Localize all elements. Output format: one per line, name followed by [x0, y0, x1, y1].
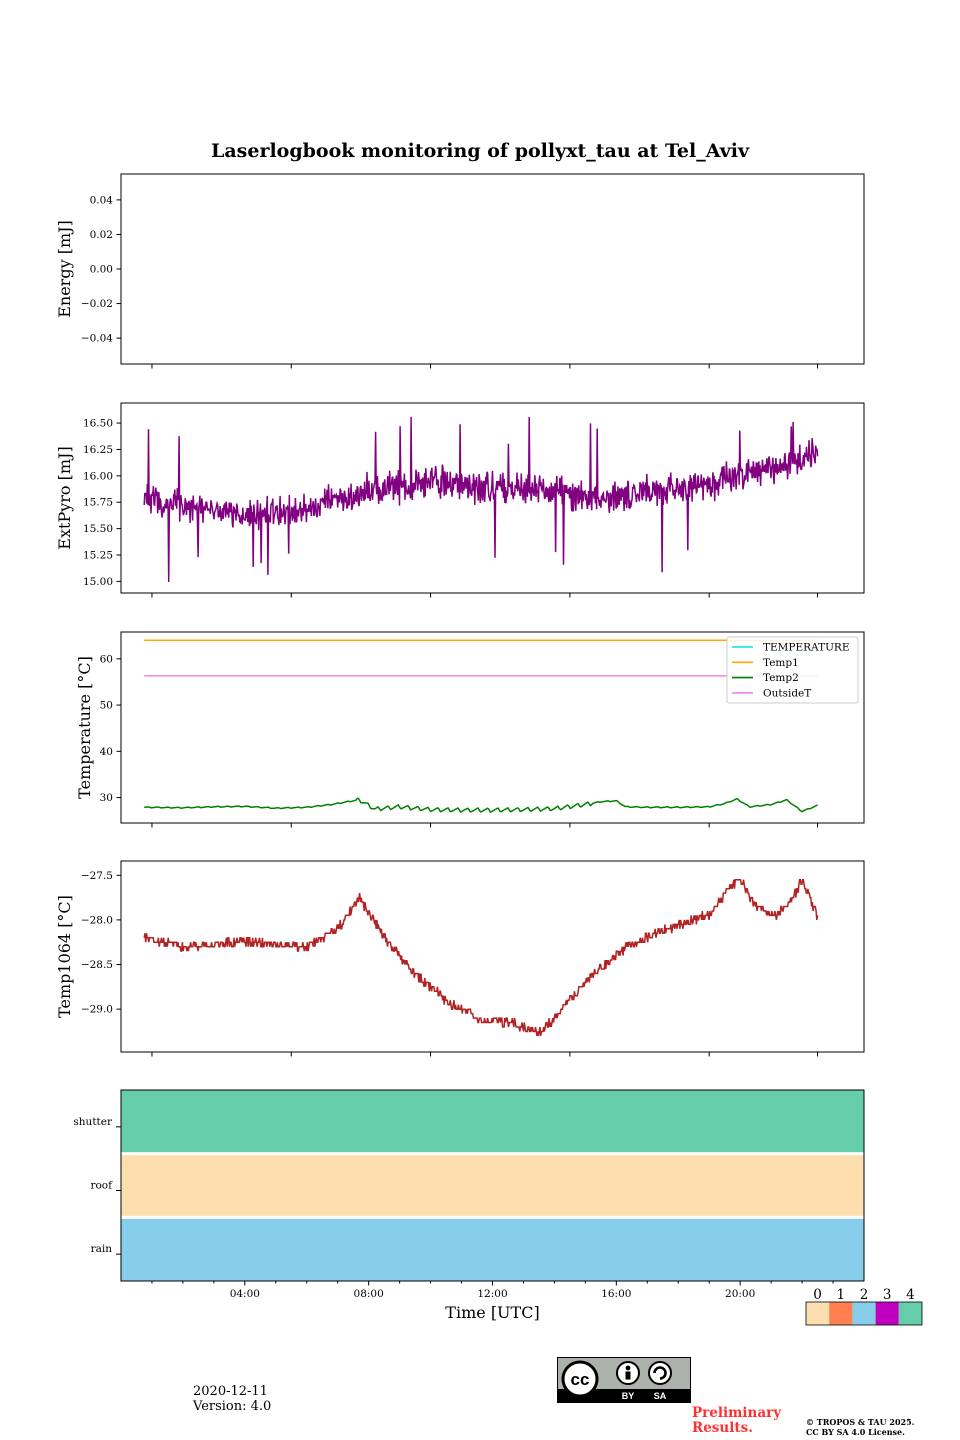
- colorbar-label: 0: [813, 1287, 822, 1303]
- heatmap-row-shutter: [121, 1090, 864, 1153]
- chart-panel-1: 16.50 16.25 16.00 15.75 15.50 15.25 15.00 ExtPy…: [55, 402, 865, 598]
- ytick-label: 60: [100, 653, 113, 665]
- legend-label-temperature: TEMPERATURE: [763, 642, 850, 654]
- ytick-label: 50: [100, 700, 113, 712]
- series-line-0: [143, 416, 819, 583]
- xtick-label: 04:00: [230, 1288, 260, 1300]
- colorbar-swatch-2: [852, 1302, 876, 1325]
- ytick-label: 16.50: [83, 418, 113, 430]
- chart-panel-0: 0.04 0.02 0.00 −0.02 −0.04 Energy [mJ]: [55, 173, 865, 369]
- ytick-label-rain: rain: [91, 1243, 113, 1255]
- y-axis-label: Temp1064 [°C]: [55, 895, 74, 1018]
- y-axis-label: Temperature [°C]: [75, 656, 94, 799]
- ytick-label-roof: roof: [90, 1180, 113, 1192]
- colorbar-swatch-3: [875, 1302, 899, 1325]
- heatmap-row-roof: [121, 1155, 864, 1216]
- ytick-label: 15.25: [83, 550, 113, 562]
- ytick-label: −0.02: [81, 298, 113, 310]
- xtick-label: 12:00: [477, 1288, 507, 1300]
- xtick-label: 08:00: [354, 1288, 384, 1300]
- ytick-label-shutter: shutter: [73, 1116, 113, 1128]
- cc-by-sa-icon: cc BY SA: [557, 1357, 691, 1403]
- legend-label-temp1: Temp1: [763, 657, 799, 669]
- colorbar-swatch-1: [829, 1302, 853, 1325]
- colorbar-swatch-4: [898, 1302, 922, 1325]
- colorbar-label: 3: [883, 1287, 892, 1303]
- chart-panel-4: shutter roof rain 04:00 08:00 12:00 16:00 20:00…: [73, 1089, 923, 1326]
- ytick-label: 16.00: [83, 470, 113, 482]
- xtick-label: 16:00: [601, 1288, 631, 1300]
- y-axis-label: Energy [mJ]: [55, 220, 74, 318]
- copyright-line2: CC BY SA 4.0 License.: [806, 1427, 905, 1437]
- ytick-label: 15.50: [83, 523, 113, 535]
- colorbar-frame: [805, 1301, 923, 1326]
- heatmap-row-rain: [121, 1218, 864, 1281]
- copyright-notice: © TROPOS & TAU 2025. CC BY SA 4.0 Licens…: [806, 1417, 956, 1437]
- preliminary-line2: Results.: [692, 1420, 753, 1436]
- axes-frame: [120, 402, 865, 594]
- colorbar-label: 2: [860, 1287, 869, 1303]
- ytick-label: 16.25: [83, 444, 113, 456]
- xtick-label: 20:00: [725, 1288, 755, 1300]
- legend-box: [726, 636, 859, 704]
- axes-frame: [120, 631, 865, 824]
- legend-label-outsidet: OutsideT: [763, 687, 811, 699]
- ytick-label: −0.04: [81, 333, 113, 345]
- version-label: Version: 4.0: [193, 1399, 272, 1414]
- colorbar-label: 4: [906, 1287, 915, 1303]
- ytick-label: 0.04: [90, 194, 114, 206]
- copyright-line1: © TROPOS & TAU 2025.: [806, 1417, 915, 1427]
- ytick-label: −27.5: [81, 870, 113, 882]
- x-axis-label: Time [UTC]: [445, 1303, 539, 1322]
- axes-frame: [120, 860, 865, 1053]
- ytick-label: 40: [100, 746, 113, 758]
- chart-panel-2: 60 50 40 30 Temperature [°C] TEMPERATURE Temp1…: [75, 631, 865, 828]
- preliminary-line1: Preliminary: [692, 1405, 782, 1421]
- preliminary-notice: Preliminary Results.: [692, 1406, 802, 1436]
- colorbar-swatch-0: [806, 1302, 830, 1325]
- y-axis-label: ExtPyro [mJ]: [55, 446, 74, 549]
- colorbar-label: 1: [837, 1287, 846, 1303]
- ytick-label: −29.0: [81, 1004, 113, 1016]
- svg-text:SA: SA: [654, 1391, 667, 1401]
- svg-text:BY: BY: [622, 1391, 635, 1401]
- axes-frame: [120, 173, 865, 365]
- series-line-temp2: [144, 797, 818, 814]
- legend-label-temp2: Temp2: [763, 672, 799, 684]
- ytick-label: 0.00: [90, 264, 113, 276]
- ytick-label: 15.00: [83, 576, 113, 588]
- date-label: 2020-12-11: [193, 1384, 268, 1399]
- ytick-label: 15.75: [83, 497, 113, 509]
- svg-text:cc: cc: [571, 1370, 590, 1389]
- chart-panel-3: −27.5 −28.0 −28.5 −29.0 Temp1064 [°C]: [55, 860, 865, 1057]
- series-line-0: [143, 878, 819, 1037]
- ytick-label: −28.0: [81, 914, 113, 926]
- ytick-label: 0.02: [90, 229, 113, 241]
- footer-date-block: 2020-12-11 Version: 4.0: [193, 1384, 271, 1414]
- ytick-label: 30: [100, 792, 113, 804]
- chart-title: Laserlogbook monitoring of pollyxt_tau a…: [210, 140, 749, 162]
- ytick-label: −28.5: [81, 959, 113, 971]
